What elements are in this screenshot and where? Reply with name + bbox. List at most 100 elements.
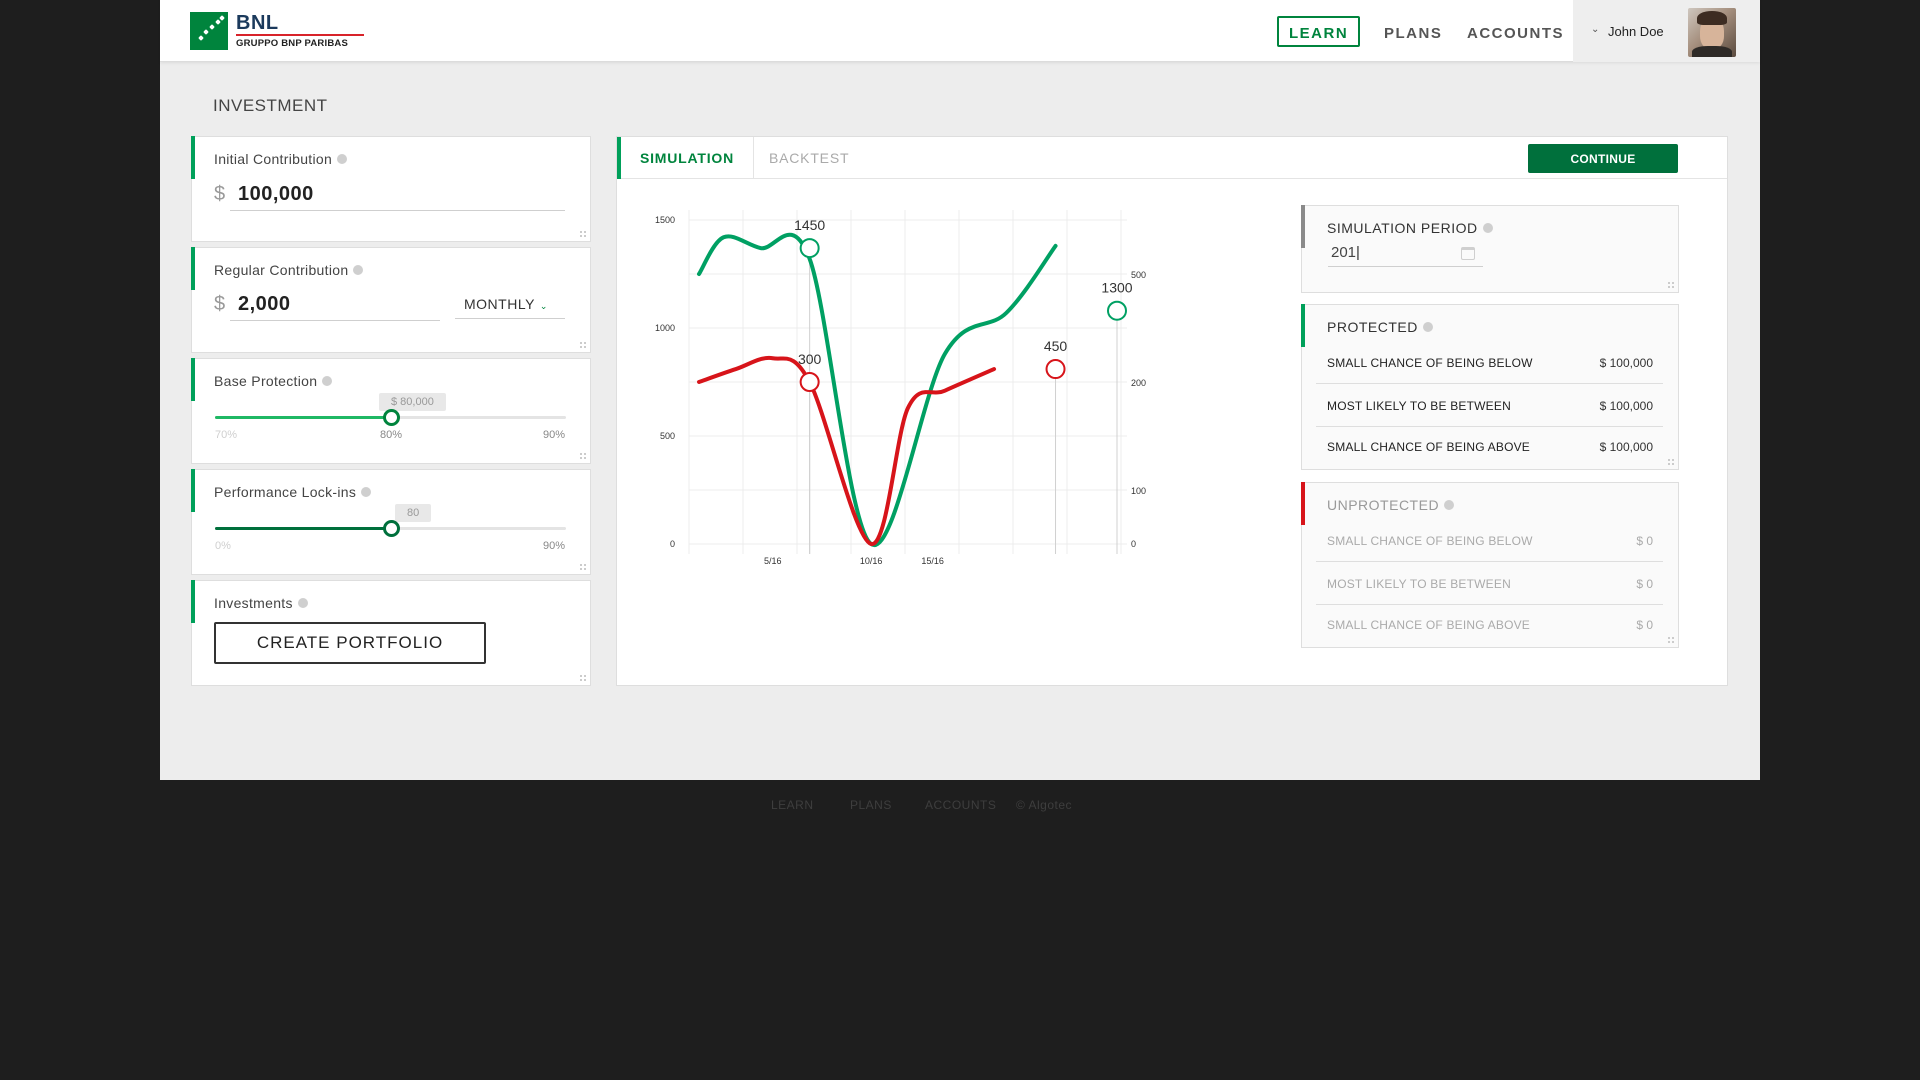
nav-learn[interactable]: LEARN: [1277, 16, 1361, 47]
currency-symbol: $: [214, 293, 226, 315]
resize-grip-icon[interactable]: [579, 452, 587, 460]
unprotected-row: MOST LIKELY TO BE BETWEEN $ 0: [1316, 563, 1663, 605]
slider-value-bubble: 80: [395, 504, 432, 522]
performance-lockins-card: Performance Lock-ins 80 0% 90%: [191, 469, 591, 575]
page-title: INVESTMENT: [213, 96, 328, 115]
slider-value-bubble: $ 80,000: [379, 393, 446, 411]
avatar[interactable]: [1688, 8, 1736, 57]
chart-marker: [1107, 300, 1127, 321]
nav-accounts[interactable]: ACCOUNTS: [1467, 25, 1564, 42]
marker-label: 300: [798, 351, 822, 367]
performance-lockins-slider[interactable]: [215, 520, 566, 537]
base-protection-slider[interactable]: [215, 409, 566, 426]
resize-grip-icon[interactable]: [579, 230, 587, 238]
chart-marker: [1045, 359, 1066, 380]
info-icon[interactable]: [361, 487, 372, 498]
unprotected-title: UNPROTECTED: [1327, 497, 1455, 513]
regular-contribution-input[interactable]: 2,000: [230, 293, 440, 321]
unprotected-row: SMALL CHANCE OF BEING ABOVE $ 0: [1327, 618, 1653, 632]
marker-label: 450: [1044, 338, 1068, 354]
investments-card: Investments CREATE PORTFOLIO: [191, 580, 591, 686]
continue-button[interactable]: CONTINUE: [1528, 144, 1678, 173]
info-icon[interactable]: [322, 376, 333, 387]
nav-plans[interactable]: PLANS: [1384, 25, 1443, 42]
resize-grip-icon[interactable]: [1667, 636, 1675, 644]
footer: LEARN PLANS ACCOUNTS © Algotec: [0, 798, 1920, 818]
info-icon[interactable]: [297, 598, 308, 609]
chart-marker: [799, 372, 820, 392]
info-icon[interactable]: [1444, 500, 1455, 511]
initial-contribution-card: Initial Contribution $ 100,000: [191, 136, 591, 242]
unprotected-card: UNPROTECTED SMALL CHANCE OF BEING BELOW …: [1301, 482, 1679, 648]
unprotected-row: SMALL CHANCE OF BEING BELOW $ 0: [1316, 520, 1663, 562]
investments-title: Investments: [214, 595, 308, 611]
initial-contribution-title: Initial Contribution: [214, 151, 348, 167]
slider-min-label: 0%: [215, 540, 231, 552]
info-icon[interactable]: [1422, 322, 1433, 333]
bnp-stars-icon: [190, 12, 228, 50]
info-icon[interactable]: [1482, 223, 1493, 234]
resize-grip-icon[interactable]: [1667, 458, 1675, 466]
info-icon[interactable]: [337, 154, 348, 165]
right-axis-tick: 100: [1131, 486, 1146, 496]
slider-max-label: 90%: [543, 429, 566, 441]
left-axis-tick: 1000: [655, 323, 675, 333]
protected-row: MOST LIKELY TO BE BETWEEN $ 100,000: [1316, 385, 1663, 427]
info-icon[interactable]: [353, 265, 364, 276]
right-axis-tick: 0: [1131, 539, 1136, 549]
simulation-period-title: SIMULATION PERIOD: [1327, 220, 1493, 236]
chart-marker: [799, 238, 820, 259]
resize-grip-icon[interactable]: [1667, 281, 1675, 289]
calendar-icon[interactable]: [1461, 247, 1475, 260]
currency-symbol: $: [214, 183, 226, 205]
protected-row: SMALL CHANCE OF BEING BELOW $ 100,000: [1316, 342, 1663, 384]
slider-fill: [215, 416, 391, 419]
tab-bar: SIMULATION BACKTEST CONTINUE: [617, 137, 1727, 179]
tab-simulation[interactable]: SIMULATION: [617, 137, 754, 179]
right-axis-tick: 500: [1131, 270, 1146, 280]
header: BNL GRUPPO BNP PARIBAS LEARN PLANS ACCOU…: [160, 0, 1760, 62]
footer-link-plans[interactable]: PLANS: [850, 798, 892, 812]
footer-link-learn[interactable]: LEARN: [771, 798, 814, 812]
slider-fill: [215, 527, 391, 530]
slider-thumb[interactable]: [382, 409, 400, 426]
user-menu[interactable]: ⌄ John Doe: [1573, 0, 1760, 62]
tab-backtest[interactable]: BACKTEST: [769, 150, 850, 166]
slider-max-label: 90%: [543, 540, 566, 552]
user-name: John Doe: [1608, 24, 1664, 39]
slider-min-label: 70%: [215, 429, 238, 441]
left-axis-tick: 1500: [655, 215, 675, 225]
right-axis-tick: 200: [1131, 378, 1146, 388]
app-window: BNL GRUPPO BNP PARIBAS LEARN PLANS ACCOU…: [160, 0, 1760, 780]
protected-title: PROTECTED: [1327, 319, 1433, 335]
resize-grip-icon[interactable]: [579, 341, 587, 349]
series-line: [697, 232, 1058, 547]
regular-contribution-title: Regular Contribution: [214, 262, 364, 278]
initial-contribution-input[interactable]: 100,000: [230, 183, 565, 211]
simulation-period-input[interactable]: 201|: [1328, 242, 1483, 267]
base-protection-title: Base Protection: [214, 373, 333, 389]
x-axis-tick: 5/16: [764, 556, 782, 566]
performance-lockins-title: Performance Lock-ins: [214, 484, 372, 500]
slider-current-label: 80%: [380, 429, 403, 441]
resize-grip-icon[interactable]: [579, 563, 587, 571]
brand-subtitle: GRUPPO BNP PARIBAS: [236, 38, 348, 49]
x-axis-tick: 15/16: [921, 556, 944, 566]
resize-grip-icon[interactable]: [579, 674, 587, 682]
chevron-down-icon: ⌄: [539, 301, 548, 311]
left-axis-tick: 0: [670, 539, 675, 549]
simulation-period-card: SIMULATION PERIOD 201|: [1301, 205, 1679, 293]
regular-contribution-card: Regular Contribution $ 2,000 MONTHLY ⌄: [191, 247, 591, 353]
frequency-select[interactable]: MONTHLY ⌄: [455, 296, 565, 319]
bnl-logo[interactable]: BNL GRUPPO BNP PARIBAS: [190, 11, 364, 51]
marker-label: 1300: [1101, 280, 1132, 296]
slider-thumb[interactable]: [382, 520, 400, 537]
brand-name: BNL: [236, 12, 279, 34]
left-axis-tick: 500: [660, 431, 675, 441]
footer-link-accounts[interactable]: ACCOUNTS: [925, 798, 997, 812]
create-portfolio-button[interactable]: CREATE PORTFOLIO: [214, 622, 486, 664]
chevron-down-icon: ⌄: [1591, 24, 1600, 35]
marker-label: 1450: [794, 217, 825, 233]
x-axis-tick: 10/16: [860, 556, 883, 566]
